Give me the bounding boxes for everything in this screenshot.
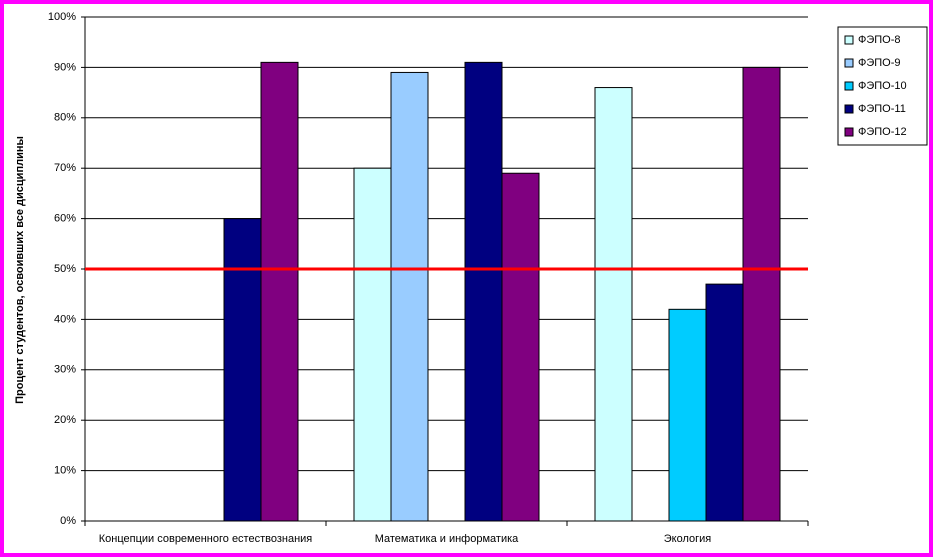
y-tick-label: 20%	[54, 414, 76, 426]
legend-swatch	[844, 104, 854, 114]
y-tick-label: 100%	[48, 11, 76, 23]
x-tick-label: Экология	[664, 533, 712, 545]
bar	[705, 283, 744, 522]
legend-swatch	[844, 35, 854, 45]
x-tick-label: Математика и информатика	[375, 533, 519, 545]
legend-label: ФЭПО-10	[858, 80, 907, 92]
y-tick-label: 30%	[54, 364, 76, 376]
bar	[742, 66, 781, 522]
legend-label: ФЭПО-11	[858, 103, 906, 115]
y-tick-label: 60%	[54, 213, 76, 225]
bar	[223, 218, 262, 522]
y-tick-label: 80%	[54, 112, 76, 124]
y-tick-label: 10%	[54, 465, 76, 477]
bar	[260, 61, 299, 522]
y-tick-label: 70%	[54, 162, 76, 174]
y-tick-label: 50%	[54, 263, 76, 275]
legend-label: ФЭПО-12	[858, 126, 907, 138]
bar	[594, 87, 633, 522]
legend-label: ФЭПО-9	[858, 57, 901, 69]
bar	[668, 308, 707, 522]
bar	[464, 61, 503, 522]
legend-label: ФЭПО-8	[858, 34, 901, 46]
legend-swatch	[844, 127, 854, 137]
bar	[353, 167, 392, 522]
y-tick-label: 90%	[54, 61, 76, 73]
legend-swatch	[844, 81, 854, 91]
y-tick-label: 40%	[54, 313, 76, 325]
y-axis-label: Процент студентов, освоивших все дисципл…	[14, 136, 26, 404]
y-tick-label: 0%	[60, 515, 76, 527]
x-tick-label: Концепции современного естествознания	[99, 533, 313, 545]
bar	[501, 172, 540, 522]
legend-swatch	[844, 58, 854, 68]
bar	[390, 71, 429, 522]
